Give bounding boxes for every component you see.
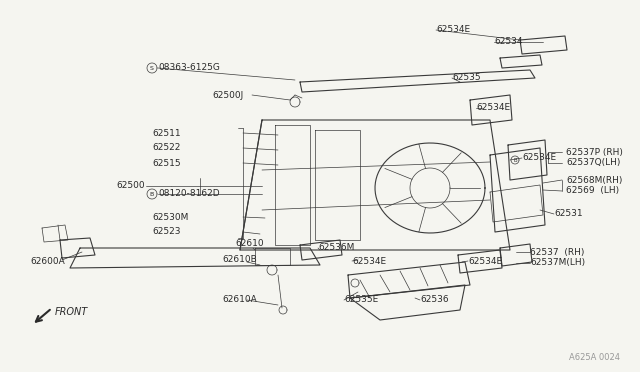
- Text: 62534E: 62534E: [522, 154, 556, 163]
- Text: 62530M: 62530M: [152, 212, 188, 221]
- Text: 62610: 62610: [235, 238, 264, 247]
- Text: 62568M(RH): 62568M(RH): [566, 176, 622, 185]
- Text: 62535E: 62535E: [344, 295, 378, 305]
- Text: 62537  (RH): 62537 (RH): [530, 247, 584, 257]
- Text: 62534: 62534: [494, 38, 522, 46]
- Text: 62537Q(LH): 62537Q(LH): [566, 158, 620, 167]
- Text: S: S: [150, 65, 154, 71]
- Text: FRONT: FRONT: [55, 307, 88, 317]
- Text: 62534E: 62534E: [352, 257, 386, 266]
- Text: 62534E: 62534E: [436, 26, 470, 35]
- Text: 62610A: 62610A: [222, 295, 257, 305]
- Text: 62569  (LH): 62569 (LH): [566, 186, 619, 196]
- Text: 62534E: 62534E: [476, 103, 510, 112]
- Text: 08120-8162D: 08120-8162D: [158, 189, 220, 199]
- Text: 62531: 62531: [554, 209, 582, 218]
- Text: 62537P (RH): 62537P (RH): [566, 148, 623, 157]
- Text: 08363-6125G: 08363-6125G: [158, 64, 220, 73]
- Text: 62511: 62511: [152, 128, 180, 138]
- Text: 62515: 62515: [152, 158, 180, 167]
- Text: 62500J: 62500J: [212, 90, 243, 99]
- Text: 62523: 62523: [152, 228, 180, 237]
- Text: 62537M(LH): 62537M(LH): [530, 259, 585, 267]
- Text: 62500: 62500: [116, 182, 145, 190]
- Text: 62610B: 62610B: [222, 256, 257, 264]
- Text: 62536: 62536: [420, 295, 449, 305]
- Text: B: B: [150, 192, 154, 196]
- Text: 62600A: 62600A: [30, 257, 65, 266]
- Text: 62522: 62522: [152, 144, 180, 153]
- Text: B: B: [513, 157, 517, 163]
- Text: A625A 0024: A625A 0024: [569, 353, 620, 362]
- Text: 62536M: 62536M: [318, 244, 355, 253]
- Text: 62534E: 62534E: [468, 257, 502, 266]
- Text: 62535: 62535: [452, 74, 481, 83]
